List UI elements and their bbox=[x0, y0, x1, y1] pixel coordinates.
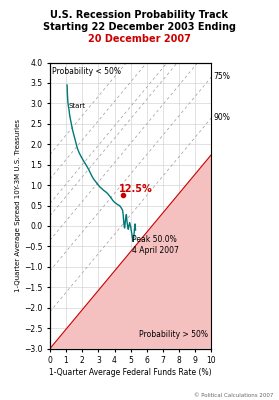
Text: 12.5%: 12.5% bbox=[119, 184, 153, 194]
Text: © Political Calculations 2007: © Political Calculations 2007 bbox=[194, 393, 273, 398]
Polygon shape bbox=[50, 154, 211, 348]
Y-axis label: 1-Quarter Average Spread 10Y-3M U.S. Treasuries: 1-Quarter Average Spread 10Y-3M U.S. Tre… bbox=[15, 119, 21, 292]
Text: Start: Start bbox=[69, 103, 85, 109]
Text: 20 December 2007: 20 December 2007 bbox=[88, 34, 191, 44]
Text: Starting 22 December 2003 Ending: Starting 22 December 2003 Ending bbox=[43, 22, 236, 32]
Text: Peak 50.0%
4 April 2007: Peak 50.0% 4 April 2007 bbox=[131, 235, 178, 254]
Text: 75%: 75% bbox=[213, 72, 230, 81]
Text: 90%: 90% bbox=[213, 113, 230, 122]
X-axis label: 1-Quarter Average Federal Funds Rate (%): 1-Quarter Average Federal Funds Rate (%) bbox=[49, 368, 212, 377]
Text: U.S. Recession Probability Track: U.S. Recession Probability Track bbox=[50, 10, 229, 20]
Text: Probability < 50%: Probability < 50% bbox=[52, 67, 121, 76]
Text: Probability > 50%: Probability > 50% bbox=[139, 330, 208, 339]
